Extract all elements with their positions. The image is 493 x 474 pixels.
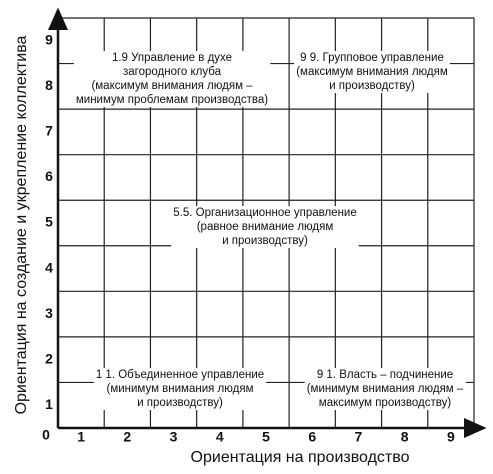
annotation-background (93, 368, 267, 411)
x-tick-label: 3 (170, 429, 178, 445)
x-tick-label: 4 (216, 429, 224, 445)
x-tick-label: 2 (123, 429, 131, 445)
y-tick-label: 9 (45, 31, 53, 47)
x-axis-title: Ориентация на производство (191, 449, 410, 466)
origin-label: 0 (42, 427, 50, 443)
x-tick-label: 5 (262, 429, 270, 445)
y-axis-title: Ориентация на создание и укрепление колл… (13, 35, 30, 414)
annotation-line: 1 1. Объединенное управление (96, 369, 264, 381)
annotation-line: (максимум внимания людям (296, 66, 448, 78)
annotation-line: (максимум внимания людям – (91, 80, 253, 92)
annotation-line: 9 9. Групповое управление (300, 52, 444, 64)
annotation-line: и производству) (137, 397, 223, 409)
annotation-background (304, 368, 466, 411)
annotation-line: (равное внимание людям (197, 221, 334, 233)
annotation: 9 9. Групповое управление (максимум внима… (294, 51, 450, 94)
annotation-line: и производству) (222, 235, 308, 247)
annotation-line: 1.9 Управление в духе (112, 52, 232, 64)
annotation-line: 5.5. Организационное управление (173, 207, 356, 219)
annotation: 1.9 Управление в духе загородного клуба (м… (73, 51, 271, 108)
annotation: 5.5. Организационное управление (равное в… (171, 206, 359, 249)
annotation-line: максимум производству) (319, 397, 452, 409)
y-tick-label: 4 (45, 259, 53, 275)
y-tick-label: 2 (45, 350, 53, 366)
x-tick-label: 7 (355, 429, 363, 445)
x-tick-label: 9 (447, 429, 455, 445)
annotation-line: (минимум внимания людям – (307, 383, 464, 395)
annotation-line: (минимум внимания людям (106, 383, 253, 395)
y-tick-label: 6 (45, 168, 53, 184)
annotation-background (294, 51, 450, 94)
x-tick-label: 1 (77, 429, 85, 445)
annotation: 9 1. Власть – подчинение (минимум внимани… (304, 368, 466, 411)
x-tick-label: 6 (308, 429, 316, 445)
y-tick-label: 1 (45, 396, 53, 412)
annotation-background (171, 206, 359, 249)
annotation-line: и производству) (329, 80, 415, 92)
annotation-line: минимум проблемам производства) (76, 94, 268, 106)
x-tick-label: 8 (401, 429, 409, 445)
y-tick-label: 7 (45, 123, 53, 139)
annotation-line: 9 1. Власть – подчинение (317, 369, 453, 381)
y-tick-label: 3 (45, 305, 53, 321)
annotation: 1 1. Объединенное управление (минимум вни… (93, 368, 267, 411)
y-tick-label: 8 (45, 77, 53, 93)
annotation-background (73, 51, 271, 108)
y-tick-label: 5 (45, 214, 53, 230)
annotation-line: загородного клуба (123, 66, 222, 78)
